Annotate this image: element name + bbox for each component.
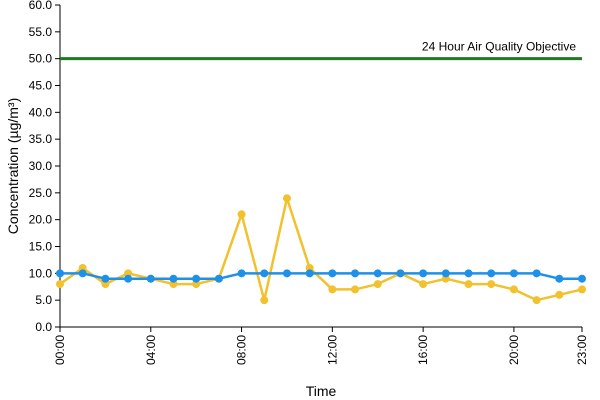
series-2-point — [146, 274, 155, 283]
series-1-point — [56, 280, 64, 289]
series-2-point — [305, 269, 314, 278]
series-1-point — [532, 296, 541, 305]
series-2-point — [237, 269, 246, 278]
y-tick-label: 30.0 — [29, 159, 53, 173]
series-2-point — [578, 274, 586, 283]
series-2-point — [328, 269, 337, 278]
series-2-point — [169, 274, 178, 283]
y-tick-label: 35.0 — [29, 132, 53, 146]
series-2-point — [373, 269, 382, 278]
series-2-point — [509, 269, 518, 278]
x-tick-label: 12:00 — [325, 335, 339, 365]
series-2-point — [419, 269, 428, 278]
series-1-point — [419, 280, 428, 289]
series-1-point — [282, 194, 291, 203]
series-1-point — [237, 210, 246, 219]
y-tick-label: 0.0 — [35, 320, 52, 334]
series-layer — [56, 194, 586, 305]
series-1-point — [328, 285, 337, 294]
series-1-point — [487, 280, 496, 289]
x-tick-label: 16:00 — [416, 335, 430, 365]
x-tick-label: 20:00 — [507, 335, 521, 365]
series-2-point — [56, 269, 64, 278]
y-tick-label: 10.0 — [29, 266, 53, 280]
y-tick-label: 15.0 — [29, 240, 53, 254]
series-2-point — [78, 269, 87, 278]
x-axis-title: Time — [306, 383, 337, 399]
x-tick-label: 23:00 — [575, 335, 589, 365]
x-tick-label: 08:00 — [235, 335, 249, 365]
x-axis-ticks: 00:00 04:00 08:00 12:00 16:00 20:00 23:00 — [53, 327, 589, 365]
series-1-point — [373, 280, 382, 289]
y-tick-label: 25.0 — [29, 186, 53, 200]
series-1-point — [464, 280, 473, 289]
series-2-point — [124, 274, 133, 283]
series-2-point — [260, 269, 269, 278]
series-1-point — [509, 285, 518, 294]
series-1-point — [555, 290, 564, 299]
y-tick-label: 45.0 — [29, 79, 53, 93]
series-2-point — [192, 274, 201, 283]
series-2-point — [464, 269, 473, 278]
y-tick-label: 5.0 — [35, 293, 52, 307]
series-2-point — [532, 269, 541, 278]
series-2-point — [555, 274, 564, 283]
y-axis-title: Concentration (µg/m³) — [5, 98, 21, 234]
air-quality-objective-label: 24 Hour Air Quality Objective — [422, 40, 576, 54]
x-tick-label: 04:00 — [144, 335, 158, 365]
series-2-point — [282, 269, 291, 278]
y-axis-ticks: 0.0 5.0 10.0 15.0 20.0 25.0 30.0 35.0 40.0 45.0 50… — [29, 0, 60, 334]
series-1-point — [351, 285, 360, 294]
y-tick-label: 60.0 — [29, 0, 53, 12]
y-tick-label: 20.0 — [29, 213, 53, 227]
series-2-point — [396, 269, 405, 278]
series-2 — [56, 269, 586, 283]
series-1-point — [260, 296, 269, 305]
series-2-point — [441, 269, 450, 278]
y-tick-label: 55.0 — [29, 25, 53, 39]
series-2-point — [487, 269, 496, 278]
y-tick-label: 40.0 — [29, 105, 53, 119]
series-1-line — [59, 196, 583, 302]
series-2-point — [101, 274, 110, 283]
series-2-point — [214, 274, 223, 283]
y-tick-label: 50.0 — [29, 52, 53, 66]
series-1-point — [578, 285, 586, 294]
series-1 — [56, 194, 586, 305]
series-2-point — [351, 269, 360, 278]
x-tick-label: 00:00 — [53, 335, 67, 365]
